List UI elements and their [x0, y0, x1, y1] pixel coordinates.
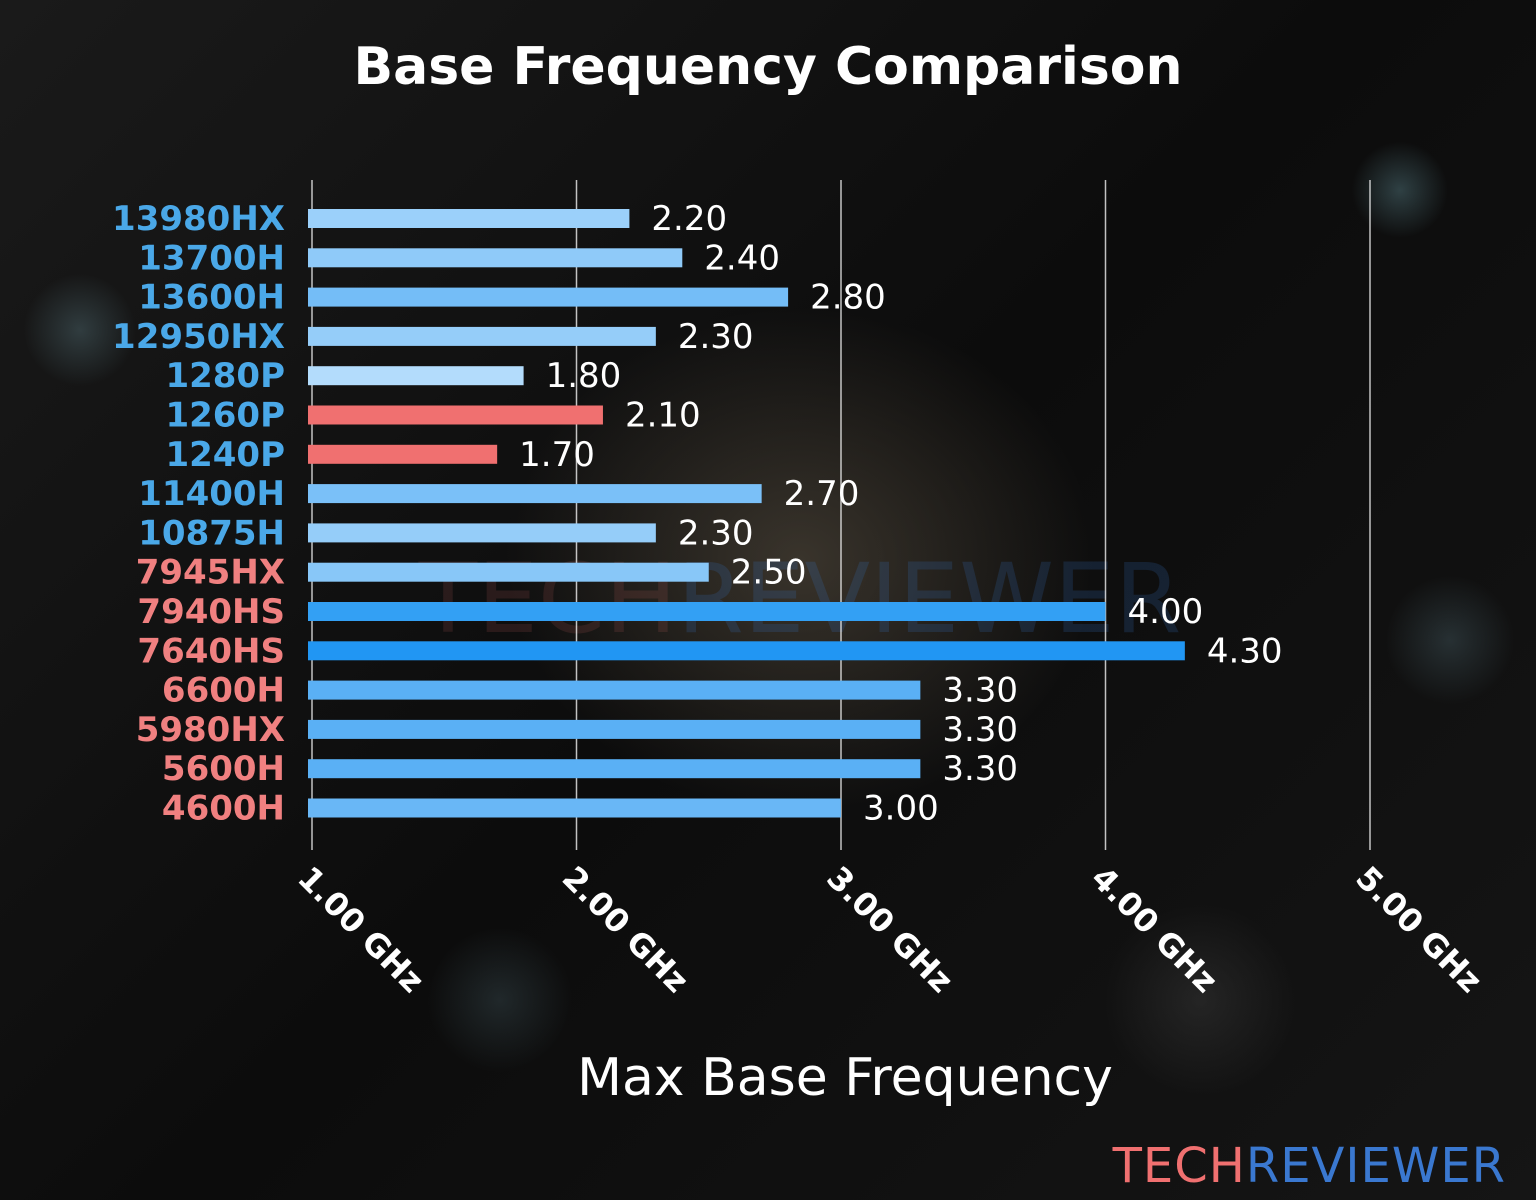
category-label: 7945HX [136, 553, 285, 593]
value-label: 1.80 [546, 356, 622, 396]
logo-reviewer: REVIEWER [1245, 1138, 1506, 1194]
bar [308, 209, 630, 228]
value-label: 2.40 [704, 238, 780, 278]
chart-title: Base Frequency Comparison [353, 37, 1182, 97]
x-tick-label: 4.00 GHz [1084, 859, 1225, 1000]
value-label: 2.20 [651, 199, 727, 239]
category-label: 1260P [165, 396, 285, 436]
x-tick-label: 3.00 GHz [819, 859, 960, 1000]
techreviewer-logo: TECHREVIEWER [1113, 1138, 1506, 1194]
value-label: 4.30 [1207, 631, 1283, 671]
value-label: 2.70 [784, 474, 860, 514]
value-label: 2.30 [678, 317, 754, 357]
x-tick-label: 1.00 GHz [290, 859, 431, 1000]
value-label: 3.00 [863, 789, 939, 829]
category-label: 4600H [162, 789, 285, 829]
value-label: 2.50 [731, 553, 807, 593]
bar [308, 602, 1106, 621]
bar [308, 641, 1185, 661]
value-label: 3.30 [942, 749, 1018, 789]
category-label: 13600H [138, 278, 285, 318]
category-label: 7940HS [137, 592, 285, 632]
bar [308, 248, 683, 268]
bar [308, 523, 656, 543]
bar [308, 366, 524, 386]
logo-tech: TECH [1112, 1138, 1246, 1194]
value-label: 2.30 [678, 513, 754, 553]
category-label: 1240P [165, 435, 285, 475]
category-label: 6600H [162, 671, 285, 711]
category-label: 7640HS [137, 631, 285, 671]
watermark: TECHREVIEWER [418, 543, 1182, 655]
category-label: 5980HX [136, 710, 285, 750]
category-label: 5600H [162, 749, 285, 789]
bar [308, 326, 656, 346]
value-label: 1.70 [519, 435, 595, 475]
category-label: 1280P [165, 356, 285, 396]
category-label: 10875H [138, 513, 285, 553]
bar [308, 562, 709, 582]
value-label: 3.30 [942, 671, 1018, 711]
bar [308, 719, 921, 739]
bar [308, 759, 921, 779]
bar [308, 405, 603, 425]
x-axis-label: Max Base Frequency [577, 1048, 1113, 1108]
value-label: 2.10 [625, 396, 701, 436]
x-tick-label: 2.00 GHz [555, 859, 696, 1000]
category-label: 11400H [138, 474, 285, 514]
value-label: 2.80 [810, 278, 886, 318]
bar [308, 287, 789, 307]
value-label: 3.30 [942, 710, 1018, 750]
bar [308, 484, 762, 504]
category-label: 13700H [138, 238, 285, 278]
category-label: 13980HX [112, 199, 285, 239]
bar [308, 798, 841, 818]
category-label: 12950HX [112, 317, 285, 357]
x-tick-label: 5.00 GHz [1348, 859, 1489, 1000]
bar [308, 444, 498, 464]
value-label: 4.00 [1128, 592, 1204, 632]
bar [308, 680, 921, 700]
